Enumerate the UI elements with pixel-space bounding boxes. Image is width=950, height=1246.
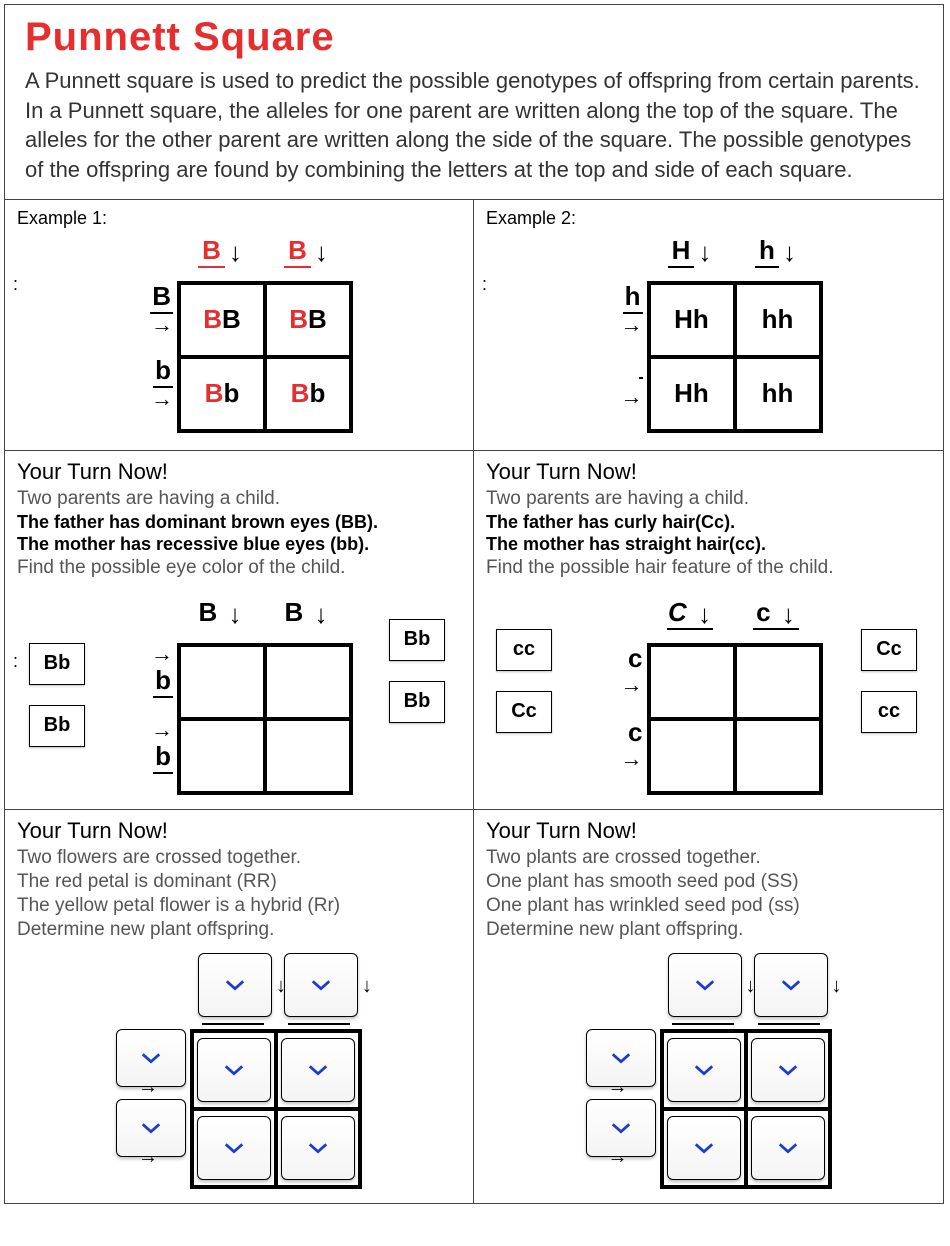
page-title: Punnett Square bbox=[25, 15, 923, 60]
your-turn-heading: Your Turn Now! bbox=[486, 818, 931, 844]
tile-cc-0[interactable]: cc bbox=[496, 629, 552, 671]
cell-dropdown-11[interactable] bbox=[281, 1116, 355, 1180]
header: Punnett Square A Punnett square is used … bbox=[5, 5, 943, 200]
panel-example-1: Example 1: : B↓ B↓ B → bbox=[5, 200, 474, 450]
punnett-square-6: ↓ ↓ bbox=[486, 945, 931, 1189]
drop-cell-01[interactable] bbox=[265, 645, 351, 719]
cell-11: Bb bbox=[265, 357, 351, 431]
cell-dropdown-00[interactable] bbox=[197, 1038, 271, 1102]
top-dropdown-1[interactable] bbox=[754, 953, 828, 1017]
cell-11: hh bbox=[735, 357, 821, 431]
drop-cell-01[interactable] bbox=[735, 645, 821, 719]
top-allele-1: B ↓ bbox=[263, 597, 349, 628]
side-allele-0: → b bbox=[125, 645, 177, 719]
punnett-table-3 bbox=[177, 643, 353, 795]
top-allele-0: H↓ bbox=[647, 235, 733, 268]
cell-dropdown-10[interactable] bbox=[197, 1116, 271, 1180]
problem-text: Two plants are crossed together. One pla… bbox=[486, 846, 931, 941]
your-turn-heading: Your Turn Now! bbox=[17, 459, 461, 485]
cell-01: hh bbox=[735, 283, 821, 357]
side-allele-1: → bbox=[595, 355, 647, 429]
top-allele-0: C ↓ bbox=[647, 597, 733, 630]
punnett-table-5 bbox=[190, 1029, 362, 1189]
side-allele-1: b → bbox=[125, 355, 177, 429]
top-dropdown-1[interactable] bbox=[284, 953, 358, 1017]
tile-cc-3[interactable]: cc bbox=[861, 691, 917, 733]
top-allele-1: h↓ bbox=[733, 235, 819, 268]
cell-10: Hh bbox=[649, 357, 735, 431]
panel-hair: Your Turn Now! Two parents are having a … bbox=[474, 450, 943, 810]
cell-00: BB bbox=[179, 283, 265, 357]
side-allele-0: B → bbox=[125, 281, 177, 355]
punnett-square-2: H↓ h↓ h → → bbox=[486, 235, 931, 433]
tile-cc-2[interactable]: Cc bbox=[861, 629, 917, 671]
tile-bb-0[interactable]: Bb bbox=[29, 643, 85, 685]
arrow-right-icon: → bbox=[608, 1146, 628, 1169]
panel-eyes: Your Turn Now! Two parents are having a … bbox=[5, 450, 474, 810]
panel-flowers: Your Turn Now! Two flowers are crossed t… bbox=[5, 809, 474, 1203]
tile-cc-1[interactable]: Cc bbox=[496, 691, 552, 733]
punnett-table-2: Hh hh Hh hh bbox=[647, 281, 823, 433]
arrow-right-icon: → bbox=[608, 1076, 628, 1099]
your-turn-heading: Your Turn Now! bbox=[486, 459, 931, 485]
example-2-label: Example 2: bbox=[486, 208, 931, 229]
drop-cell-10[interactable] bbox=[179, 719, 265, 793]
panel-example-2: Example 2: : H↓ h↓ h → bbox=[474, 200, 943, 450]
drop-cell-00[interactable] bbox=[179, 645, 265, 719]
top-allele-1: B↓ bbox=[263, 235, 349, 268]
arrow-right-icon: → bbox=[138, 1076, 158, 1099]
cell-dropdown-10[interactable] bbox=[667, 1116, 741, 1180]
punnett-table-1: BB BB Bb Bb bbox=[177, 281, 353, 433]
worksheet-page: Punnett Square A Punnett square is used … bbox=[4, 4, 944, 1204]
top-allele-0: B↓ bbox=[177, 235, 263, 268]
cell-01: BB bbox=[265, 283, 351, 357]
tile-bb-3[interactable]: Bb bbox=[389, 681, 445, 723]
punnett-square-1: B↓ B↓ B → b → bbox=[17, 235, 461, 433]
side-allele-1: → b bbox=[125, 721, 177, 795]
cell-dropdown-11[interactable] bbox=[751, 1116, 825, 1180]
punnett-table-4 bbox=[647, 643, 823, 795]
panels-grid: Example 1: : B↓ B↓ B → bbox=[5, 200, 943, 1204]
problem-text: Two parents are having a child. The fath… bbox=[486, 487, 931, 580]
your-turn-heading: Your Turn Now! bbox=[17, 818, 461, 844]
cell-00: Hh bbox=[649, 283, 735, 357]
top-dropdown-0[interactable] bbox=[668, 953, 742, 1017]
top-allele-1: c ↓ bbox=[733, 597, 819, 630]
punnett-table-6 bbox=[660, 1029, 832, 1189]
punnett-square-5: ↓ ↓ bbox=[17, 945, 461, 1189]
example-1-label: Example 1: bbox=[17, 208, 461, 229]
cell-dropdown-01[interactable] bbox=[751, 1038, 825, 1102]
tile-bb-2[interactable]: Bb bbox=[389, 619, 445, 661]
arrow-down-icon: ↓ bbox=[832, 975, 842, 998]
cell-10: Bb bbox=[179, 357, 265, 431]
top-allele-0: B ↓ bbox=[177, 597, 263, 628]
cell-dropdown-00[interactable] bbox=[667, 1038, 741, 1102]
top-dropdown-0[interactable] bbox=[198, 953, 272, 1017]
intro-text: A Punnett square is used to predict the … bbox=[25, 66, 923, 185]
arrow-down-icon: ↓ bbox=[362, 975, 372, 998]
problem-text: Two flowers are crossed together. The re… bbox=[17, 846, 461, 941]
drop-cell-11[interactable] bbox=[735, 719, 821, 793]
panel-seeds: Your Turn Now! Two plants are crossed to… bbox=[474, 809, 943, 1203]
drop-cell-00[interactable] bbox=[649, 645, 735, 719]
tile-bb-1[interactable]: Bb bbox=[29, 705, 85, 747]
problem-text: Two parents are having a child. The fath… bbox=[17, 487, 461, 580]
arrow-right-icon: → bbox=[138, 1146, 158, 1169]
drop-cell-11[interactable] bbox=[265, 719, 351, 793]
side-allele-0: h → bbox=[595, 281, 647, 355]
side-allele-1: c → bbox=[595, 717, 647, 791]
side-allele-0: c → bbox=[595, 643, 647, 717]
cell-dropdown-01[interactable] bbox=[281, 1038, 355, 1102]
drop-cell-10[interactable] bbox=[649, 719, 735, 793]
